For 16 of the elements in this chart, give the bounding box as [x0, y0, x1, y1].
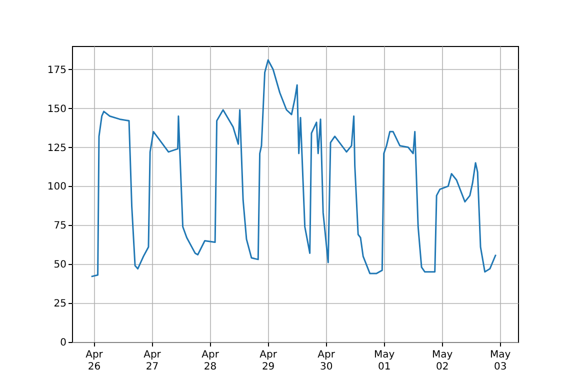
y-tick-label: 75	[54, 220, 66, 232]
y-tick-label: 100	[47, 182, 66, 193]
x-tick-label: May 02	[432, 350, 453, 372]
x-tick-label: Apr 26	[86, 350, 104, 372]
y-tick-label: 0	[60, 338, 66, 348]
x-tick-label: May 03	[490, 350, 511, 372]
x-tick-label: Apr 30	[318, 350, 336, 372]
y-tick-label: 175	[47, 64, 66, 76]
x-tick-label: Apr 27	[144, 350, 162, 372]
y-tick-label: 25	[54, 298, 66, 310]
x-tick-label: Apr 29	[260, 350, 278, 372]
y-tick-label: 50	[54, 260, 66, 271]
y-tick-label: 125	[47, 142, 66, 154]
x-tick-label: May 01	[374, 350, 395, 372]
y-tick-label: 150	[47, 104, 66, 115]
x-tick-label: Apr 28	[202, 350, 220, 372]
